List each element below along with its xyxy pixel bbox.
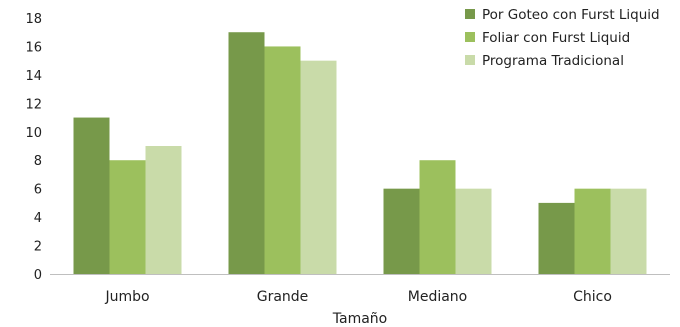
- bar: [383, 188, 420, 274]
- bar: [228, 32, 265, 274]
- y-tick-label: 0: [34, 268, 42, 283]
- y-tick-label: 18: [25, 12, 42, 27]
- x-axis: Jumbo Grande Mediano Chico: [50, 274, 670, 305]
- bar: [264, 46, 301, 274]
- bar: [538, 202, 575, 274]
- bar: [455, 188, 492, 274]
- y-tick-label: 4: [34, 211, 42, 226]
- x-tick-label: Jumbo: [104, 289, 149, 305]
- bar: [73, 117, 110, 274]
- bar: [300, 60, 337, 274]
- x-tick-label: Mediano: [408, 289, 468, 305]
- legend-swatch: [465, 9, 475, 19]
- bar: [610, 188, 647, 274]
- legend-swatch: [465, 32, 475, 42]
- legend: Por Goteo con Furst Liquid Foliar con Fur…: [465, 7, 660, 69]
- y-tick-label: 14: [25, 69, 42, 84]
- bars: [73, 32, 647, 274]
- legend-label: Programa Tradicional: [482, 53, 624, 69]
- y-tick-label: 10: [25, 126, 42, 141]
- y-tick-label: 2: [34, 240, 42, 255]
- x-axis-title: Tamaño: [332, 311, 387, 327]
- y-tick-label: 12: [25, 97, 42, 112]
- y-tick-label: 16: [25, 40, 42, 55]
- bar: [109, 160, 146, 274]
- y-axis: 0 2 4 6 8 10 12 14 16 18: [25, 12, 42, 283]
- legend-label: Foliar con Furst Liquid: [482, 30, 630, 46]
- bar: [145, 146, 182, 274]
- y-tick-label: 6: [34, 183, 42, 198]
- bar: [419, 160, 456, 274]
- bar: [574, 188, 611, 274]
- x-tick-label: Grande: [257, 289, 309, 305]
- legend-label: Por Goteo con Furst Liquid: [482, 7, 660, 23]
- x-tick-label: Chico: [573, 289, 612, 305]
- y-tick-label: 8: [34, 154, 42, 169]
- legend-swatch: [465, 55, 475, 65]
